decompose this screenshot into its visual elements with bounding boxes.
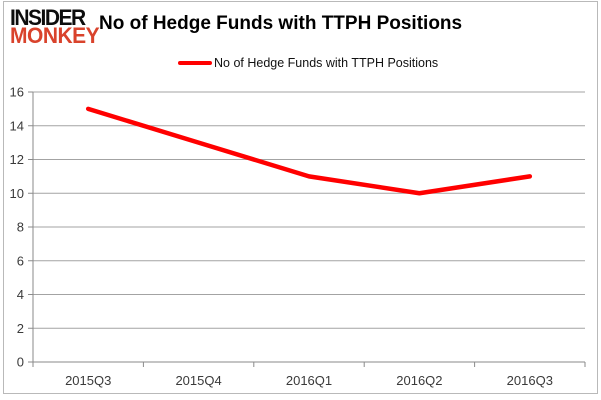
series-line (85, 106, 533, 196)
x-category-label: 2015Q3 (65, 373, 111, 388)
y-tick-label: 8 (17, 220, 24, 235)
legend-line-marker-icon (178, 61, 212, 65)
y-tick-label: 0 (17, 355, 24, 370)
insider-monkey-logo: INSIDER MONKEY (10, 5, 105, 48)
y-tick-label: 4 (17, 287, 24, 302)
y-tick-label: 2 (17, 321, 24, 336)
y-tick-label: 16 (10, 85, 24, 100)
legend-label: No of Hedge Funds with TTPH Positions (214, 56, 439, 70)
chart-title: No of Hedge Funds with TTPH Positions (99, 13, 463, 34)
y-tick-label: 12 (10, 152, 24, 167)
x-category-label: 2016Q2 (396, 373, 442, 388)
legend: No of Hedge Funds with TTPH Positions (178, 56, 438, 70)
x-category-label: 2016Q3 (507, 373, 553, 388)
x-category-label: 2016Q1 (286, 373, 332, 388)
logo-monkey-text: MONKEY (10, 23, 100, 48)
y-tick-label: 10 (10, 186, 24, 201)
x-category-label: 2015Q4 (175, 373, 221, 388)
logo-insider-text: INSIDER (10, 5, 86, 30)
y-tick-label: 14 (10, 118, 24, 133)
y-tick-label: 6 (17, 253, 24, 268)
